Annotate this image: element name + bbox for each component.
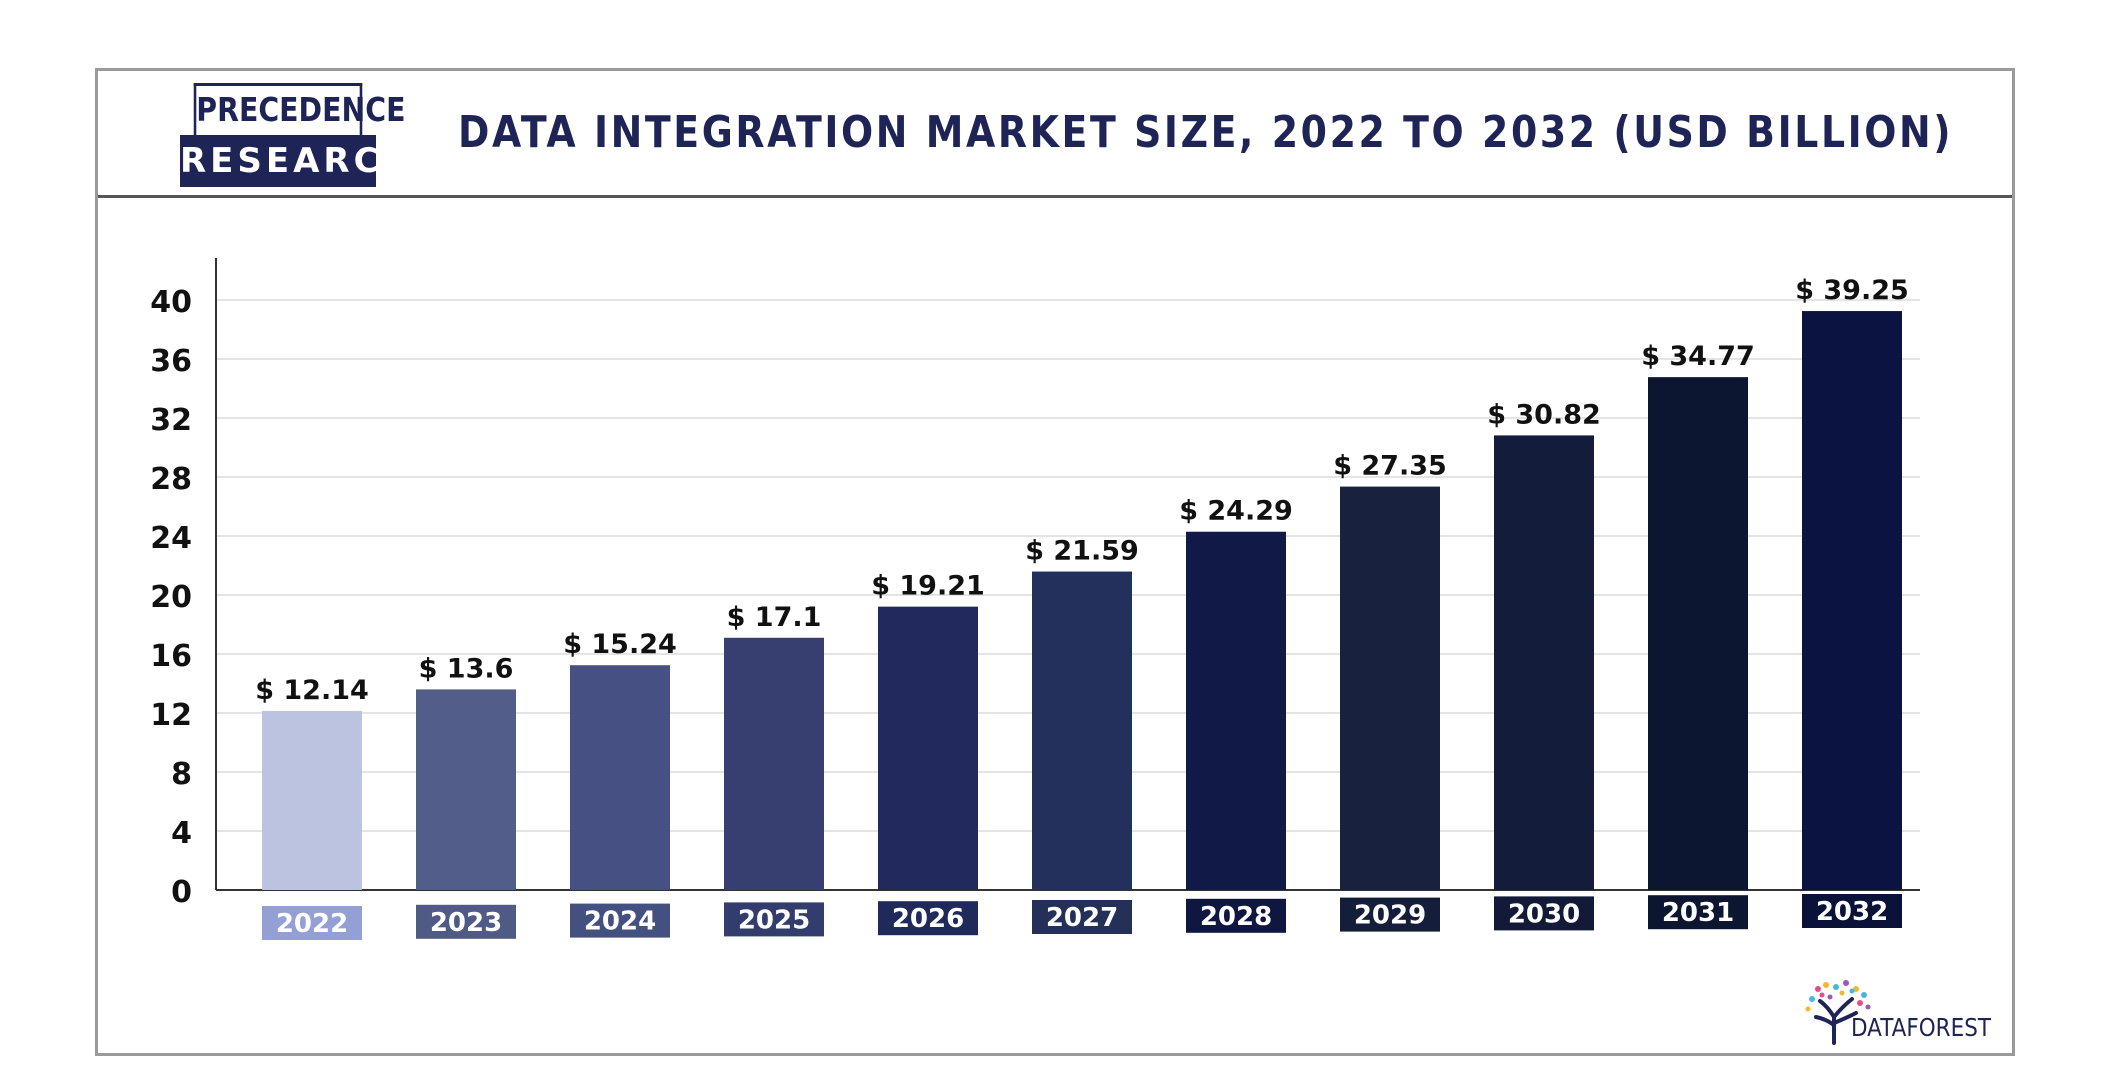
x-tick-box xyxy=(878,901,978,936)
x-tick-label: 2027 xyxy=(1046,903,1118,933)
data-label-2028: $ 24.29 xyxy=(1179,496,1293,527)
x-tick-label: 2031 xyxy=(1662,898,1734,928)
bar-2030 xyxy=(1494,435,1594,890)
logo-line-2: RESEARCH xyxy=(180,135,411,187)
data-label-2027: $ 21.59 xyxy=(1025,536,1139,567)
x-tick-box xyxy=(262,906,362,940)
bar-2027 xyxy=(1032,571,1132,890)
precedence-research-logo: PRECEDENCE RESEARCH xyxy=(180,83,411,187)
y-tick-label: 16 xyxy=(150,639,192,674)
y-tick-label: 4 xyxy=(171,816,192,851)
data-label-2029: $ 27.35 xyxy=(1333,451,1447,482)
x-tick-label: 2030 xyxy=(1508,899,1580,929)
x-tick-label: 2022 xyxy=(276,909,348,939)
data-label-2031: $ 34.77 xyxy=(1641,341,1755,372)
bar-2024 xyxy=(570,665,670,890)
x-tick-label: 2023 xyxy=(430,908,502,938)
x-tick-label: 2028 xyxy=(1200,902,1272,932)
chart-title: DATA INTEGRATION MARKET SIZE, 2022 TO 20… xyxy=(458,107,1954,158)
y-tick-label: 24 xyxy=(150,521,192,556)
x-tick-box xyxy=(1802,894,1902,928)
bar-2029 xyxy=(1340,486,1440,890)
data-label-2024: $ 15.24 xyxy=(563,629,677,660)
x-tick-box xyxy=(724,902,824,937)
y-tick-label: 40 xyxy=(150,285,192,320)
x-tick-label: 2029 xyxy=(1354,901,1426,931)
x-tick-label: 2026 xyxy=(892,904,964,934)
x-axis-tick-labels: 2022 2023 2024 2025 2026 2027 2028 2029 2030 2031… xyxy=(262,894,1902,940)
x-tick-label: 2032 xyxy=(1816,897,1888,927)
bar-2031 xyxy=(1648,377,1748,891)
bar-2022 xyxy=(262,710,362,890)
bar-2023 xyxy=(416,689,516,890)
y-tick-label: 32 xyxy=(150,403,192,438)
dataforest-watermark: DATAFOREST xyxy=(1798,977,2018,1057)
data-label-2025: $ 17.1 xyxy=(727,602,822,633)
bar-2025 xyxy=(724,637,824,890)
header-divider xyxy=(98,195,2012,198)
data-label-2022: $ 12.14 xyxy=(255,675,369,706)
x-tick-box xyxy=(416,904,516,939)
x-tick-label: 2025 xyxy=(738,905,810,935)
data-label-2023: $ 13.6 xyxy=(419,653,514,684)
x-tick-box xyxy=(1032,900,1132,934)
y-tick-label: 28 xyxy=(150,462,192,497)
y-tick-label: 20 xyxy=(150,580,192,615)
x-tick-box xyxy=(1494,896,1594,931)
x-tick-box xyxy=(1340,897,1440,932)
data-label-2032: $ 39.25 xyxy=(1795,275,1909,306)
dataforest-wordmark: DATAFOREST xyxy=(1851,1013,1991,1042)
bar-2032 xyxy=(1802,311,1902,890)
tree-icon xyxy=(1805,980,1871,1045)
y-tick-label: 8 xyxy=(171,757,192,792)
x-tick-box xyxy=(1648,895,1748,930)
x-tick-box xyxy=(570,903,670,938)
y-tick-label: 0 xyxy=(171,875,192,910)
bar-2026 xyxy=(878,606,978,890)
data-label-2026: $ 19.21 xyxy=(871,571,985,602)
y-tick-label: 12 xyxy=(150,698,192,733)
x-tick-label: 2024 xyxy=(584,907,656,937)
data-label-2030: $ 30.82 xyxy=(1487,399,1601,430)
x-tick-box xyxy=(1186,898,1286,933)
bars xyxy=(262,311,1902,891)
y-tick-label: 36 xyxy=(150,344,192,379)
value-labels: $ 12.14 $ 13.6 $ 15.24 $ 17.1 $ 19.21 $ 21.59… xyxy=(255,275,1909,706)
bar-2028 xyxy=(1186,531,1286,890)
